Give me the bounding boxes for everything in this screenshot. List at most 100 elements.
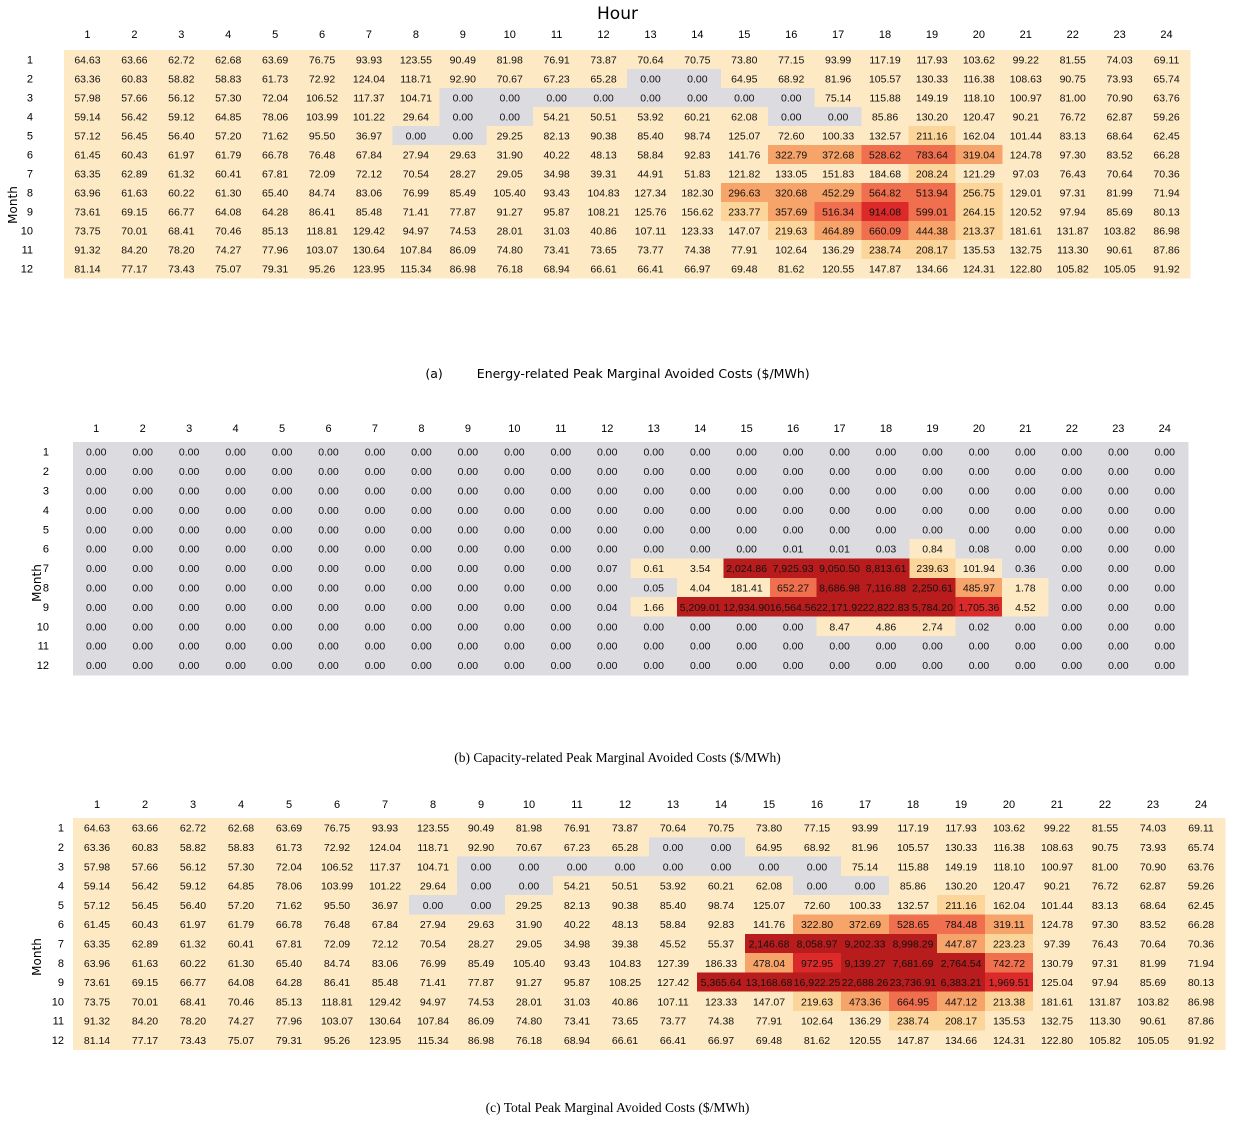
heatmap-cell <box>392 50 440 70</box>
cell-value-label: 108.63 <box>1041 842 1073 854</box>
heatmap-cell <box>73 1030 122 1051</box>
cell-value-label: 0.00 <box>969 447 990 459</box>
heatmap-cell <box>505 972 554 993</box>
heatmap-cell <box>955 183 1003 203</box>
heatmap-cell <box>955 202 1003 222</box>
heatmap-cell <box>723 500 771 521</box>
cell-value-label: 0.00 <box>829 505 850 517</box>
cell-value-label: 105.40 <box>494 188 526 200</box>
heatmap-cell <box>676 539 725 559</box>
cell-value-label: 0.00 <box>318 486 339 498</box>
heatmap-cell <box>398 616 446 637</box>
heatmap-cell <box>64 126 112 146</box>
heatmap-cell <box>457 914 506 935</box>
cell-value-label: 0.00 <box>458 660 479 672</box>
cell-value-label: 48.13 <box>612 919 638 931</box>
heatmap-cell <box>1143 183 1191 203</box>
cell-value-label: 0.00 <box>225 544 246 556</box>
cell-value-label: 0.00 <box>855 881 876 893</box>
heatmap-cell <box>398 442 446 462</box>
heatmap-cell <box>601 1011 650 1031</box>
cell-value-label: 61.73 <box>262 74 288 86</box>
cell-value-label: 62.68 <box>228 823 254 835</box>
heatmap-cell <box>767 202 816 222</box>
cell-value-label: 118.81 <box>321 996 352 1008</box>
heatmap-cell <box>955 107 1003 127</box>
hour-tick-label: 7 <box>372 423 378 435</box>
cell-value-label: 0.00 <box>225 486 246 498</box>
heatmap-cell <box>889 875 938 896</box>
heatmap-cell <box>720 240 769 260</box>
heatmap-cell <box>630 442 678 462</box>
heatmap-cell <box>601 914 650 935</box>
cell-value-label: 66.77 <box>168 207 194 219</box>
cell-value-label: 56.12 <box>168 93 194 105</box>
cell-value-label: 85.69 <box>1140 977 1166 989</box>
cell-value-label: 76.48 <box>324 919 350 931</box>
heatmap-cell <box>985 1011 1034 1031</box>
heatmap-cell <box>119 577 167 598</box>
cell-value-label: 81.62 <box>804 1035 830 1047</box>
heatmap-cell <box>697 1030 746 1051</box>
heatmap-cell <box>553 933 602 954</box>
cell-value-label: 93.93 <box>372 823 398 835</box>
cell-value-label: 0.00 <box>132 583 153 595</box>
cell-value-label: 115.34 <box>400 264 431 276</box>
heatmap-cell <box>1095 480 1143 501</box>
heatmap-cell <box>937 972 986 993</box>
heatmap-cell <box>601 1030 650 1051</box>
heatmap-cell <box>110 126 159 146</box>
cell-value-label: 82.13 <box>564 900 590 912</box>
heatmap-cell <box>1177 875 1226 896</box>
cell-value-label: 0.00 <box>504 602 525 614</box>
cell-value-label: 93.43 <box>543 188 569 200</box>
heatmap-cell <box>1141 655 1189 676</box>
cell-value-label: 66.28 <box>1153 150 1179 162</box>
cell-value-label: 103.62 <box>993 823 1025 835</box>
heatmap-cell <box>909 442 957 462</box>
heatmap-cell <box>1048 558 1096 579</box>
heatmap-cell <box>457 1030 506 1051</box>
heatmap-cell <box>204 183 253 203</box>
heatmap-cell <box>251 202 300 222</box>
heatmap-cell <box>486 221 534 241</box>
cell-value-label: 91.92 <box>1188 1035 1214 1047</box>
cell-value-label: 64.63 <box>84 823 110 835</box>
heatmap-cell <box>673 164 722 184</box>
heatmap-cell <box>505 953 554 973</box>
heatmap-cell <box>1177 914 1226 935</box>
heatmap-cell <box>580 164 628 184</box>
cell-value-label: 81.62 <box>778 264 804 276</box>
heatmap-cell <box>1081 818 1130 838</box>
cell-value-label: 62.45 <box>1188 900 1214 912</box>
hour-tick-label: 8 <box>413 29 419 41</box>
heatmap-cell <box>533 88 581 108</box>
heatmap-cell <box>537 500 585 521</box>
heatmap-cell <box>73 655 121 676</box>
cell-value-label: 118.10 <box>963 93 994 105</box>
month-tick-label: 5 <box>43 524 49 536</box>
heatmap-cell <box>955 50 1003 70</box>
heatmap-cell <box>392 164 440 184</box>
heatmap-cell <box>769 461 817 482</box>
cell-value-label: 0.00 <box>519 881 540 893</box>
heatmap-cell <box>649 837 698 858</box>
heatmap-cell <box>723 558 771 579</box>
heatmap-cell <box>908 183 957 203</box>
cell-value-label: 56.40 <box>180 900 206 912</box>
month-tick-label: 8 <box>58 958 64 970</box>
cell-value-label: 73.61 <box>74 207 100 219</box>
cell-value-label: 0.00 <box>458 466 479 478</box>
heatmap-cell <box>1095 597 1143 618</box>
heatmap-cell <box>439 164 487 184</box>
cell-value-label: 74.27 <box>215 245 241 257</box>
cell-value-label: 233.77 <box>728 207 760 219</box>
heatmap-cell <box>64 107 112 127</box>
cell-value-label: 132.75 <box>1010 245 1042 257</box>
cell-value-label: 0.00 <box>132 447 153 459</box>
cell-value-label: 133.05 <box>775 169 807 181</box>
heatmap-cell <box>165 500 213 521</box>
month-tick-label: 1 <box>58 823 64 835</box>
cell-value-label: 0.00 <box>783 447 804 459</box>
cell-value-label: 0.00 <box>365 544 386 556</box>
